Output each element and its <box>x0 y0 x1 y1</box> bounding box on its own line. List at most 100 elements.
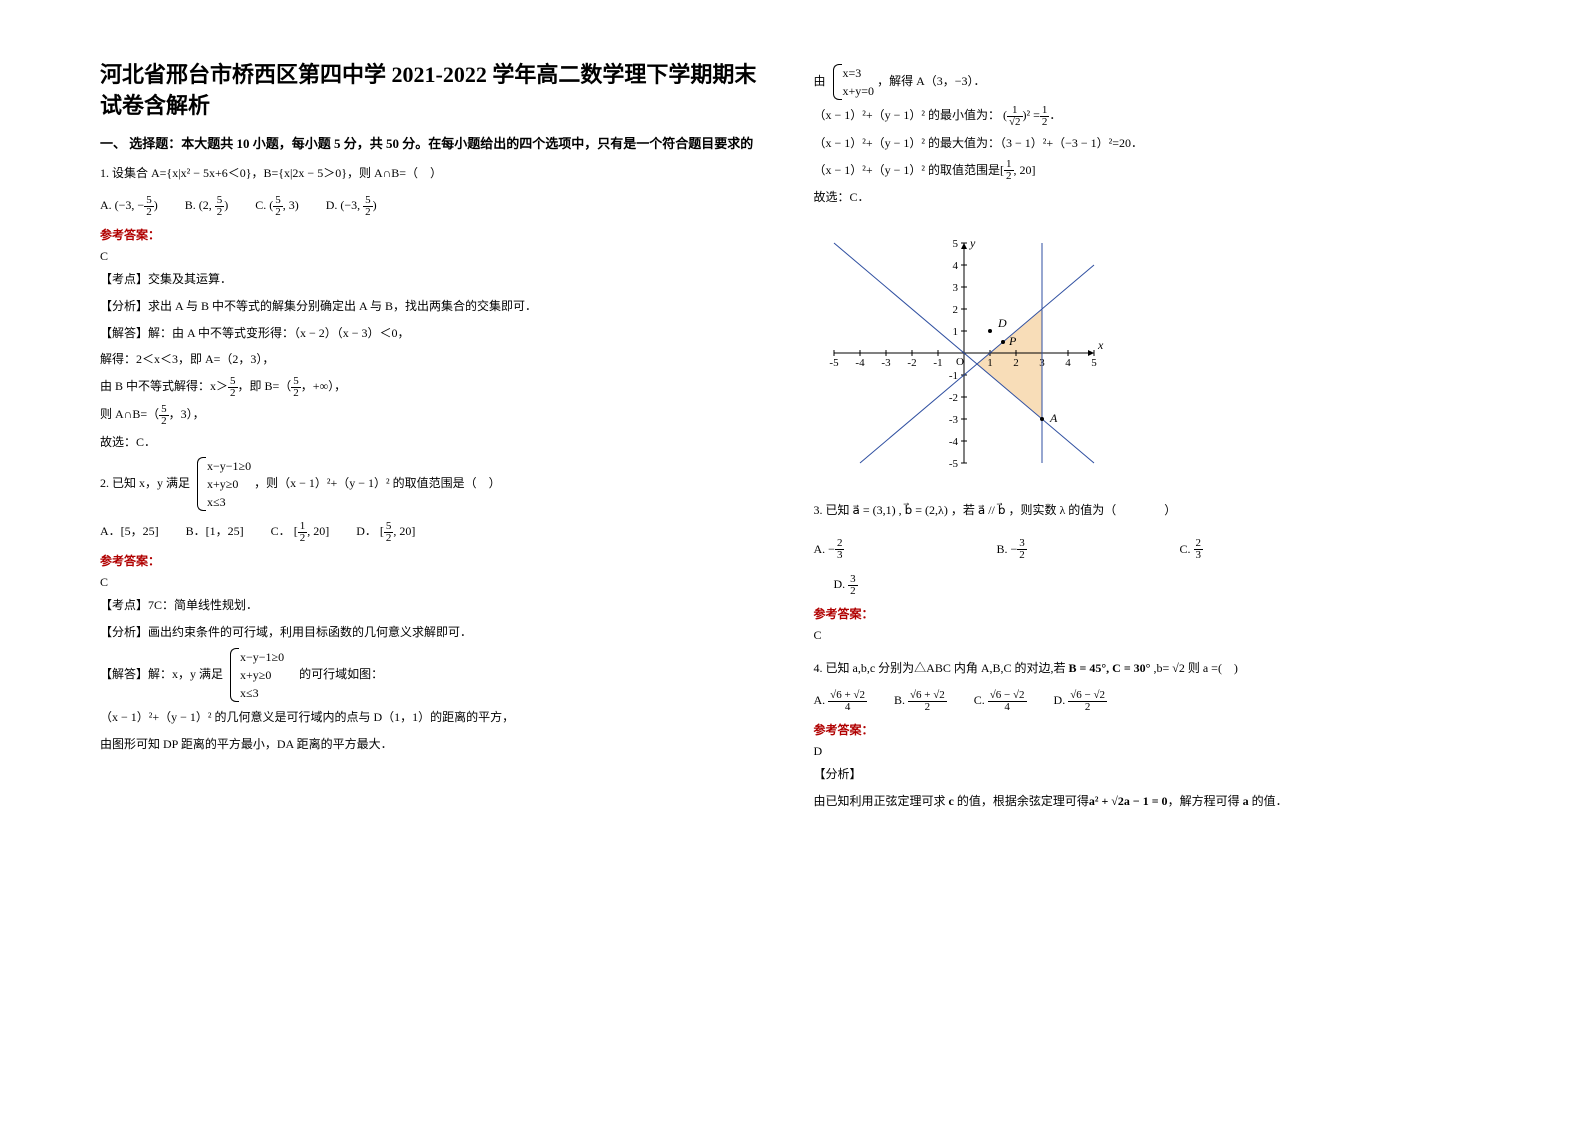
q1-optB: B. (2, 52) <box>185 191 229 220</box>
vec: a⃗ = (3,1) , b⃗ = (2,λ) <box>853 503 948 517</box>
text: （x − 1）²+（y − 1）² 的取值范围是[ <box>814 163 1005 177</box>
frac: 12 <box>1040 105 1050 128</box>
answer-label: 参考答案： <box>100 552 774 569</box>
opt-text: (2, <box>199 198 215 212</box>
q1-a6: 则 A∩B=（52，3）， <box>100 403 774 427</box>
q1-a1: 【考点】交集及其运算． <box>100 268 774 291</box>
svg-text:-4: -4 <box>855 357 865 369</box>
sys-row: x+y≥0 <box>240 666 284 684</box>
q1-optD: D. (−3, 52) <box>326 191 377 220</box>
q2-optA: A．[5，25] <box>100 517 159 546</box>
opt-label: B. <box>894 693 905 707</box>
opt-tail: , 3) <box>283 198 299 212</box>
q1-stem: 1. 设集合 A={x|x² − 5x+6＜0}，B={x|2x − 5＞0}，… <box>100 162 774 185</box>
q3-optB: B. −32 <box>997 535 1177 564</box>
section-heading: 一、 选择题：本大题共 10 小题，每小题 5 分，共 50 分。在每小题给出的… <box>100 134 774 155</box>
text: ，3）， <box>169 407 205 421</box>
text: ，若 <box>951 503 975 517</box>
opt-label: C. <box>1180 542 1191 556</box>
opt-label: D. <box>1054 693 1066 707</box>
svg-text:1: 1 <box>952 326 958 338</box>
svg-text:O: O <box>956 356 964 368</box>
sys-row: x−y−1≥0 <box>207 457 251 475</box>
rt-l2: （x − 1）²+（y − 1）² 的最小值为： (1√2)² =12． <box>814 104 1488 128</box>
svg-text:5: 5 <box>1091 357 1097 369</box>
opt-label: C. <box>255 198 266 212</box>
svg-text:4: 4 <box>1065 357 1071 369</box>
q2-answer: C <box>100 575 774 590</box>
svg-text:3: 3 <box>952 282 958 294</box>
frac: 23 <box>1194 538 1204 561</box>
frac: 12 <box>1004 159 1014 182</box>
frac: √6 − √22 <box>1068 690 1107 713</box>
opt-text: (−3, <box>340 198 363 212</box>
frac: 52 <box>144 195 154 218</box>
eq: a² + √2a − 1 = 0 <box>1089 794 1168 808</box>
opt-tail: ) <box>154 198 158 212</box>
q2-a1: 【考点】7C：简单线性规划． <box>100 594 774 617</box>
q1-a3: 【解答】解：由 A 中不等式变形得：（x − 2）（x − 3）＜0， <box>100 322 774 345</box>
sys-row: x≤3 <box>240 684 284 702</box>
q4-a2: 由已知利用正弦定理可求 c 的值，根据余弦定理可得a² + √2a − 1 = … <box>814 790 1488 813</box>
q3-optA: A. −23 <box>814 535 994 564</box>
q1-a5: 由 B 中不等式解得：x＞52，即 B=（52，+∞）， <box>100 375 774 399</box>
sys-row: x+y=0 <box>843 82 875 100</box>
q3-options-2: D. 32 <box>814 570 1488 600</box>
q2-a2: 【分析】画出约束条件的可行域，利用目标函数的几何意义求解即可． <box>100 621 774 644</box>
answer-label: 参考答案： <box>814 721 1488 738</box>
rt-l3: （x − 1）²+（y − 1）² 的最大值为：（3 − 1）²+（−3 − 1… <box>814 132 1488 155</box>
frac: 23 <box>835 538 845 561</box>
opt-label: B. <box>185 198 196 212</box>
frac: √6 + √24 <box>828 690 867 713</box>
q4-optB: B. √6 + √22 <box>894 686 947 715</box>
frac: 52 <box>228 376 238 399</box>
q4-options: A. √6 + √24 B. √6 + √22 C. √6 − √24 D. √… <box>814 686 1488 715</box>
svg-text:P: P <box>1008 334 1017 348</box>
q2-options: A．[5，25] B．[1，25] C． [12, 20] D． [52, 20… <box>100 517 774 546</box>
opt-tail: ) <box>373 198 377 212</box>
text: ，即 B=（ <box>238 379 292 393</box>
text: 的值，根据余弦定理可得 <box>954 794 1089 808</box>
text: 的值． <box>1249 794 1288 808</box>
text: 则 A∩B=（ <box>100 407 159 421</box>
svg-text:-5: -5 <box>829 357 839 369</box>
frac: 52 <box>291 376 301 399</box>
page: 河北省邢台市桥西区第四中学 2021-2022 学年高二数学理下学期期末试卷含解… <box>0 0 1587 856</box>
q4-a1: 【分析】 <box>814 763 1488 786</box>
q3-optD: D. 32 <box>834 570 1014 599</box>
q4-answer: D <box>814 744 1488 759</box>
close-sq: )² <box>1023 108 1031 122</box>
svg-text:2: 2 <box>952 304 958 316</box>
svg-text:x: x <box>1097 338 1104 352</box>
svg-text:y: y <box>969 236 976 250</box>
frac: 52 <box>159 404 169 427</box>
text: 由 B 中不等式解得：x＞ <box>100 379 228 393</box>
angles: B = 45°, C = 30° <box>1069 661 1151 675</box>
answer-label: 参考答案： <box>100 226 774 243</box>
opt-label: D. <box>834 577 846 591</box>
text: 的可行域如图： <box>287 667 383 681</box>
sys-row: x=3 <box>843 64 875 82</box>
opt-label: D. <box>326 198 338 212</box>
neg: − <box>1011 542 1018 556</box>
text: 2. 已知 x，y 满足 <box>100 476 190 490</box>
svg-text:-1: -1 <box>933 357 942 369</box>
frac: √6 − √24 <box>988 690 1027 713</box>
rt-l1: 由 x=3 x+y=0 ，解得 A（3，−3）． <box>814 64 1488 100</box>
svg-text:5: 5 <box>952 238 958 250</box>
svg-text:A: A <box>1049 411 1058 425</box>
q2-a3: 【解答】解：x，y 满足 x−y−1≥0 x+y≥0 x≤3 的可行域如图： <box>100 648 774 702</box>
text: 由已知利用正弦定理可求 <box>814 794 949 808</box>
para: a⃗ // b⃗ <box>978 503 1006 517</box>
tail: ． <box>1049 108 1061 122</box>
rt-l4: （x − 1）²+（y − 1）² 的取值范围是[12, 20] <box>814 159 1488 183</box>
q3-optC: C. 23 <box>1180 535 1360 564</box>
q2-optB: B．[1，25] <box>186 517 244 546</box>
opt-label: D． <box>356 524 377 538</box>
right-column: 由 x=3 x+y=0 ，解得 A（3，−3）． （x − 1）²+（y − 1… <box>814 60 1488 816</box>
text: 3. 已知 <box>814 503 850 517</box>
sys-row: x−y−1≥0 <box>240 648 284 666</box>
q3-stem: 3. 已知 a⃗ = (3,1) , b⃗ = (2,λ) ，若 a⃗ // b… <box>814 499 1488 522</box>
text: ，解得 A（3，−3）． <box>877 74 985 88</box>
opt-label: C. <box>974 693 985 707</box>
